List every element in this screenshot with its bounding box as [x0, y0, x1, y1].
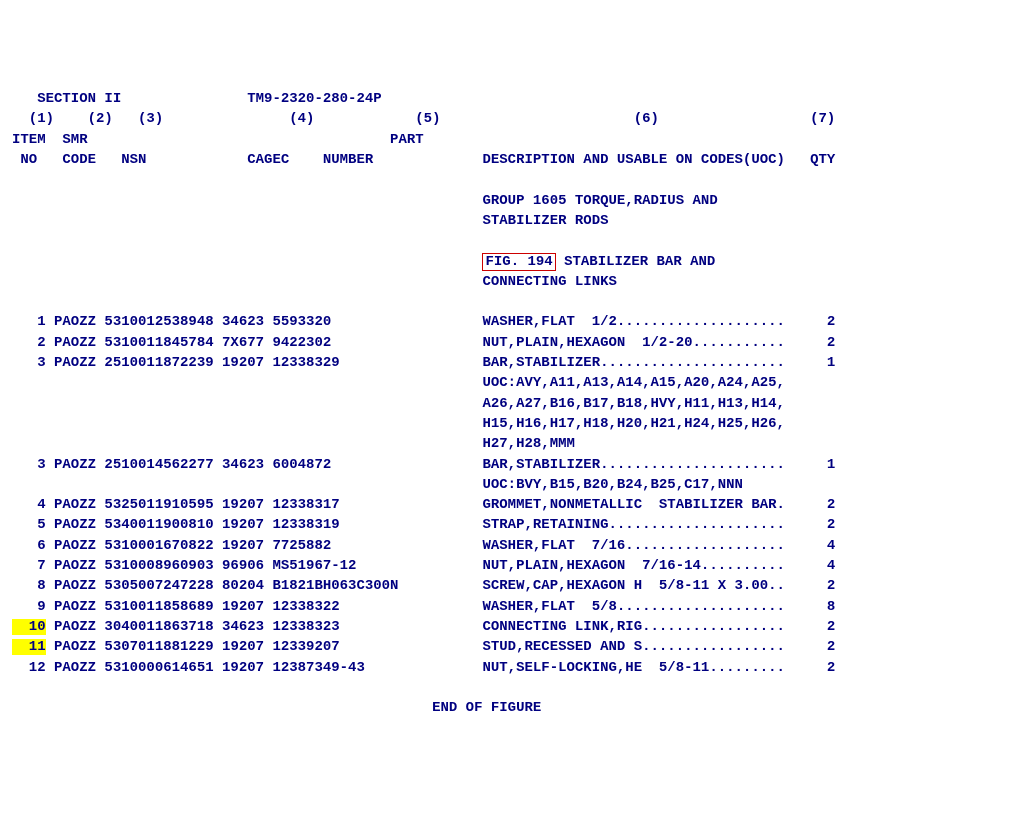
- data-row: 5 PAOZZ 5340011900810 19207 12338319 STR…: [12, 515, 1003, 535]
- highlight-item: 11: [12, 639, 46, 655]
- data-row: 7 PAOZZ 5310008960903 96906 MS51967-12 N…: [12, 556, 1003, 576]
- data-row: 3 PAOZZ 2510014562277 34623 6004872 BAR,…: [12, 455, 1003, 475]
- document-root: SECTION II TM9-2320-280-24P (1) (2) (3) …: [12, 89, 1003, 718]
- data-row: 10 PAOZZ 3040011863718 34623 12338323 CO…: [12, 617, 1003, 637]
- data-row: 8 PAOZZ 5305007247228 80204 B1821BH063C3…: [12, 576, 1003, 596]
- data-row: UOC:AVY,A11,A13,A14,A15,A20,A24,A25,: [12, 373, 1003, 393]
- end-of-figure: END OF FIGURE: [12, 698, 1003, 718]
- data-row: 11 PAOZZ 5307011881229 19207 12339207 ST…: [12, 637, 1003, 657]
- blank-4: [12, 678, 1003, 698]
- data-row: H15,H16,H17,H18,H20,H21,H24,H25,H26,: [12, 414, 1003, 434]
- data-row: H27,H28,MMM: [12, 434, 1003, 454]
- figure-title-1: FIG. 194 STABILIZER BAR AND: [12, 252, 1003, 272]
- data-row: 4 PAOZZ 5325011910595 19207 12338317 GRO…: [12, 495, 1003, 515]
- data-row: 2 PAOZZ 5310011845784 7X677 9422302 NUT,…: [12, 333, 1003, 353]
- data-row: 12 PAOZZ 5310000614651 19207 12387349-43…: [12, 658, 1003, 678]
- header-line-4: NO CODE NSN CAGEC NUMBER DESCRIPTION AND…: [12, 150, 1003, 170]
- blank-2: [12, 231, 1003, 251]
- blank-3: [12, 292, 1003, 312]
- header-column-numbers: (1) (2) (3) (4) (5) (6) (7): [12, 109, 1003, 129]
- figure-title-2: CONNECTING LINKS: [12, 272, 1003, 292]
- group-heading-1: GROUP 1605 TORQUE,RADIUS AND: [12, 191, 1003, 211]
- data-row: UOC:BVY,B15,B20,B24,B25,C17,NNN: [12, 475, 1003, 495]
- blank-1: [12, 170, 1003, 190]
- header-line-3: ITEM SMR PART: [12, 130, 1003, 150]
- highlight-item: 10: [12, 619, 46, 635]
- group-heading-2: STABILIZER RODS: [12, 211, 1003, 231]
- data-row: 6 PAOZZ 5310001670822 19207 7725882 WASH…: [12, 536, 1003, 556]
- data-row: 3 PAOZZ 2510011872239 19207 12338329 BAR…: [12, 353, 1003, 373]
- data-row: 9 PAOZZ 5310011858689 19207 12338322 WAS…: [12, 597, 1003, 617]
- fig-number: FIG. 194: [482, 253, 555, 271]
- data-row: A26,A27,B16,B17,B18,HVY,H11,H13,H14,: [12, 394, 1003, 414]
- header-line-1: SECTION II TM9-2320-280-24P: [12, 89, 1003, 109]
- data-row: 1 PAOZZ 5310012538948 34623 5593320 WASH…: [12, 312, 1003, 332]
